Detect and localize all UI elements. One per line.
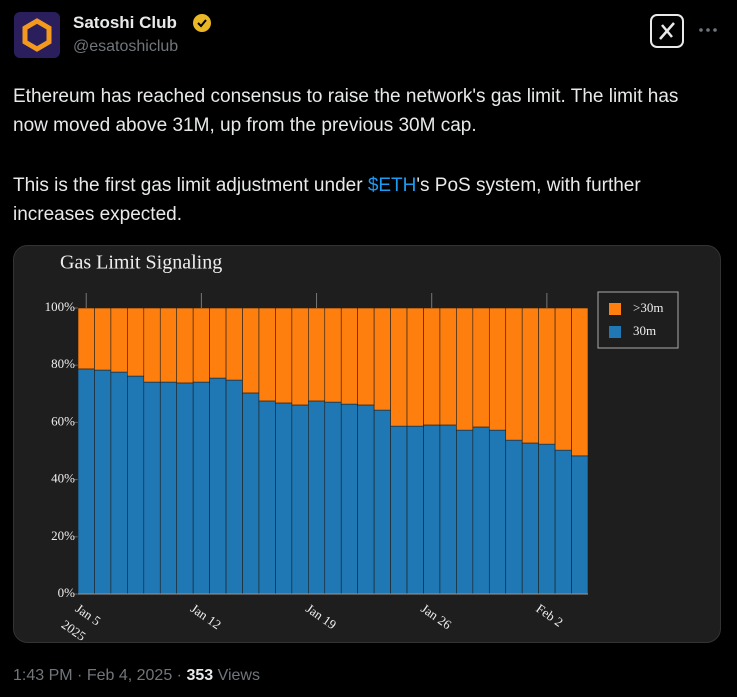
- text: 's PoS system, with further increases ex…: [13, 175, 641, 225]
- views-label: Views: [217, 667, 260, 684]
- bar-segment: [192, 307, 210, 383]
- bar-segment: [308, 307, 326, 402]
- bar-segment: [258, 400, 276, 595]
- bar-segment: [571, 455, 589, 595]
- cashtag-link[interactable]: $ETH: [367, 175, 417, 196]
- bar-segment: [143, 381, 161, 595]
- bar-segment: [505, 307, 523, 441]
- bar-segment: [94, 307, 112, 371]
- bar-segment: [127, 307, 145, 377]
- bar-segment: [275, 402, 293, 595]
- time: 1:43 PM: [13, 667, 73, 684]
- bar-segment: [390, 425, 408, 595]
- bar-segment: [291, 404, 309, 595]
- bar-segment: [456, 429, 474, 595]
- bar-segment: [291, 307, 309, 406]
- y-tick-label: 80%: [51, 356, 75, 371]
- bar-segment: [209, 377, 227, 595]
- bar-segment: [127, 375, 145, 595]
- views-count: 353: [186, 667, 214, 684]
- bar-segment: [406, 425, 424, 595]
- grok-button[interactable]: [650, 14, 684, 48]
- bar-segment: [192, 381, 210, 595]
- bar-segment: [94, 369, 112, 595]
- bar-segment: [538, 307, 556, 445]
- bar-segment: [554, 307, 572, 451]
- bar-segment: [242, 307, 260, 394]
- bar-segment: [357, 307, 375, 406]
- bar-segment: [423, 307, 441, 426]
- text: This is the first gas limit adjustment u…: [13, 175, 368, 196]
- bar-segment: [324, 401, 342, 595]
- tweet-text: This is the first gas limit adjustment u…: [13, 171, 713, 229]
- bar-segment: [176, 307, 194, 384]
- y-tick-label: 20%: [51, 528, 75, 543]
- bar-segment: [390, 307, 408, 427]
- bar-segment: [242, 392, 260, 595]
- y-tick-label: 100%: [45, 299, 76, 314]
- bar-segment: [554, 449, 572, 595]
- bar-segment: [571, 307, 589, 457]
- y-tick-label: 40%: [51, 471, 75, 486]
- bar-segment: [488, 307, 507, 431]
- chart: Gas Limit Signaling 0%20%40%60%80%100%Ja…: [13, 245, 721, 643]
- bar-segment: [488, 429, 507, 595]
- tweet-text: Ethereum has reached consensus to raise …: [13, 86, 679, 136]
- bar-segment: [225, 379, 243, 595]
- bar-segment: [423, 424, 441, 595]
- bar-segment: [439, 424, 457, 595]
- bar-segment: [538, 443, 556, 595]
- bar-segment: [521, 442, 539, 595]
- bar-segment: [258, 307, 276, 402]
- bar-segment: [159, 381, 178, 595]
- avatar[interactable]: [14, 12, 60, 58]
- bar-segment: [110, 371, 128, 595]
- bar-segment: [472, 426, 490, 595]
- bar-segment: [357, 404, 375, 595]
- date: Feb 4, 2025: [86, 667, 173, 684]
- bar-segment: [110, 307, 128, 373]
- bar-segment: [505, 439, 523, 595]
- more-button[interactable]: [697, 22, 719, 38]
- author-name[interactable]: Satoshi Club: [73, 13, 177, 32]
- bar-segment: [159, 307, 178, 383]
- bar-segment: [373, 409, 391, 595]
- bar-segment: [77, 307, 95, 370]
- bar-segment: [521, 307, 539, 444]
- bar-segment: [77, 368, 95, 595]
- legend-box: [597, 291, 679, 349]
- legend-label: >30m: [633, 300, 663, 315]
- author-handle[interactable]: @esatoshiclub: [73, 38, 179, 55]
- bar-segment: [373, 307, 391, 411]
- bar-segment: [439, 307, 457, 426]
- verified-badge: [193, 14, 211, 32]
- bar-segment: [456, 307, 474, 431]
- bar-segment: [225, 307, 243, 381]
- chart-title: Gas Limit Signaling: [60, 252, 222, 274]
- bar-segment: [472, 307, 490, 428]
- tweet-meta: 1:43 PM · Feb 4, 2025 · 353 Views: [13, 667, 260, 684]
- bar-segment: [176, 382, 194, 595]
- bar-segment: [275, 307, 293, 404]
- legend-swatch: [609, 303, 621, 315]
- legend-label: 30m: [633, 323, 656, 338]
- bar-segment: [406, 307, 424, 427]
- y-tick-label: 60%: [51, 413, 75, 428]
- bar-segment: [143, 307, 161, 383]
- bar-segment: [324, 307, 342, 403]
- bar-segment: [209, 307, 227, 379]
- bar-segment: [340, 403, 358, 595]
- bar-segment: [308, 400, 326, 595]
- legend-swatch: [609, 326, 621, 338]
- bar-segment: [340, 307, 358, 405]
- y-tick-label: 0%: [58, 585, 76, 600]
